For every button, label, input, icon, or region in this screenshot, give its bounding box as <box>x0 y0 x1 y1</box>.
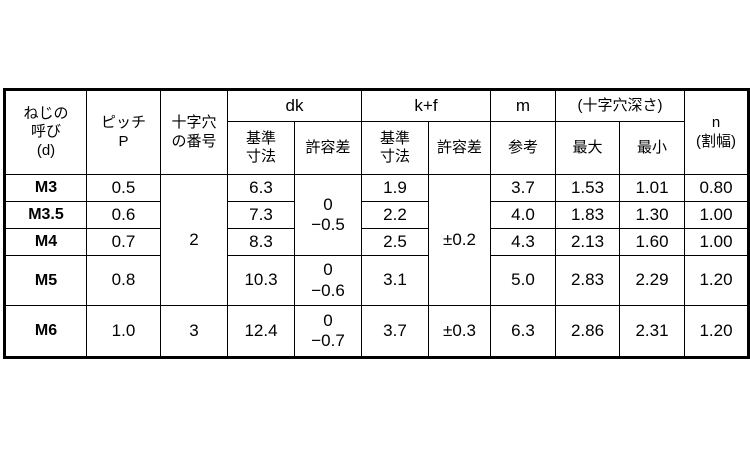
cell-dk-tolerance-m3-m4: 0 −0.5 <box>294 174 362 256</box>
cell-m3-n-width: 0.80 <box>684 174 749 202</box>
cell-m4-depth-max: 2.13 <box>555 228 620 256</box>
cell-m5-dk-basic: 10.3 <box>227 255 295 306</box>
cell-m4-pitch: 0.7 <box>86 228 161 256</box>
cell-m5-name: M5 <box>4 255 87 306</box>
cell-m3-depth-max: 1.53 <box>555 174 620 202</box>
cell-m3-5-depth-max: 1.83 <box>555 201 620 229</box>
header-recess-number: 十字穴 の番号 <box>160 89 228 175</box>
cell-m5-pitch: 0.8 <box>86 255 161 306</box>
cell-m5-kf-basic: 3.1 <box>361 255 429 306</box>
header-recess-depth: (十字穴深さ) <box>555 89 685 122</box>
header-dk-tolerance: 許容差 <box>294 121 362 175</box>
cell-m3-m-reference: 3.7 <box>490 174 556 202</box>
cell-m6-depth-min: 2.31 <box>619 305 685 358</box>
cell-m3-5-m-reference: 4.0 <box>490 201 556 229</box>
cell-m4-dk-basic: 8.3 <box>227 228 295 256</box>
table-row-m6: M6 1.0 3 12.4 0 −0.7 3.7 ±0.3 6.3 2.86 2… <box>4 305 749 358</box>
cell-m4-n-width: 1.00 <box>684 228 749 256</box>
cell-m5-depth-max: 2.83 <box>555 255 620 306</box>
cell-m5-depth-min: 2.29 <box>619 255 685 306</box>
cell-recess-number-2: 2 <box>160 174 228 306</box>
header-kf-tolerance: 許容差 <box>428 121 491 175</box>
cell-m3-5-pitch: 0.6 <box>86 201 161 229</box>
cell-m6-depth-max: 2.86 <box>555 305 620 358</box>
cell-m4-kf-basic: 2.5 <box>361 228 429 256</box>
cell-m5-n-width: 1.20 <box>684 255 749 306</box>
header-k-plus-f: k+f <box>361 89 491 122</box>
header-row-1: ねじの 呼び (d) ピッチ P 十字穴 の番号 dk k+f m (十字穴深さ… <box>4 89 749 175</box>
header-pitch: ピッチ P <box>86 89 161 175</box>
cell-m6-n-width: 1.20 <box>684 305 749 358</box>
cell-recess-number-3: 3 <box>160 305 228 358</box>
cell-m6-dk-basic: 12.4 <box>227 305 295 358</box>
cell-m5-dk-tolerance: 0 −0.6 <box>294 255 362 306</box>
cell-m6-dk-tolerance: 0 −0.7 <box>294 305 362 358</box>
table-row-m4: M4 0.7 8.3 2.5 4.3 2.13 1.60 1.00 <box>4 228 749 256</box>
header-depth-min: 最小 <box>619 121 685 175</box>
cell-m6-kf-basic: 3.7 <box>361 305 429 358</box>
table-row-m3-5: M3.5 0.6 7.3 2.2 4.0 1.83 1.30 1.00 <box>4 201 749 229</box>
table-row-m5: M5 0.8 10.3 0 −0.6 3.1 5.0 2.83 2.29 1.2… <box>4 255 749 306</box>
cell-m3-5-dk-basic: 7.3 <box>227 201 295 229</box>
header-dk-basic-dimension: 基準 寸法 <box>227 121 295 175</box>
header-screw-callout: ねじの 呼び (d) <box>4 89 87 175</box>
cell-m3-dk-basic: 6.3 <box>227 174 295 202</box>
header-row-2: 基準 寸法 許容差 基準 寸法 許容差 参考 最大 最小 <box>5 121 749 175</box>
header-kf-basic-dimension: 基準 寸法 <box>361 121 429 175</box>
header-n-slot-width: n (割幅) <box>684 89 749 175</box>
cell-m6-pitch: 1.0 <box>86 305 161 358</box>
cell-m5-m-reference: 5.0 <box>490 255 556 306</box>
cell-m4-name: M4 <box>4 228 87 256</box>
cell-m3-5-kf-basic: 2.2 <box>361 201 429 229</box>
cell-m3-5-n-width: 1.00 <box>684 201 749 229</box>
cell-m3-kf-basic: 1.9 <box>361 174 429 202</box>
cell-m3-depth-min: 1.01 <box>619 174 685 202</box>
cell-m3-name: M3 <box>4 174 87 202</box>
cell-m6-m-reference: 6.3 <box>490 305 556 358</box>
header-dk: dk <box>227 89 362 122</box>
screw-dimension-table: ねじの 呼び (d) ピッチ P 十字穴 の番号 dk k+f m (十字穴深さ… <box>3 88 750 359</box>
cell-kf-tolerance-m3-m5: ±0.2 <box>428 174 491 306</box>
header-depth-max: 最大 <box>555 121 620 175</box>
cell-m3-pitch: 0.5 <box>86 174 161 202</box>
table-row-m3: M3 0.5 2 6.3 0 −0.5 1.9 ±0.2 3.7 1.53 1.… <box>4 174 749 306</box>
cell-m6-name: M6 <box>4 305 87 358</box>
cell-m6-kf-tolerance: ±0.3 <box>428 305 491 358</box>
cell-m4-m-reference: 4.3 <box>490 228 556 256</box>
cell-m3-5-depth-min: 1.30 <box>619 201 685 229</box>
cell-m4-depth-min: 1.60 <box>619 228 685 256</box>
header-m: m <box>490 89 556 122</box>
header-m-reference: 参考 <box>490 121 556 175</box>
cell-m3-5-name: M3.5 <box>4 201 87 229</box>
